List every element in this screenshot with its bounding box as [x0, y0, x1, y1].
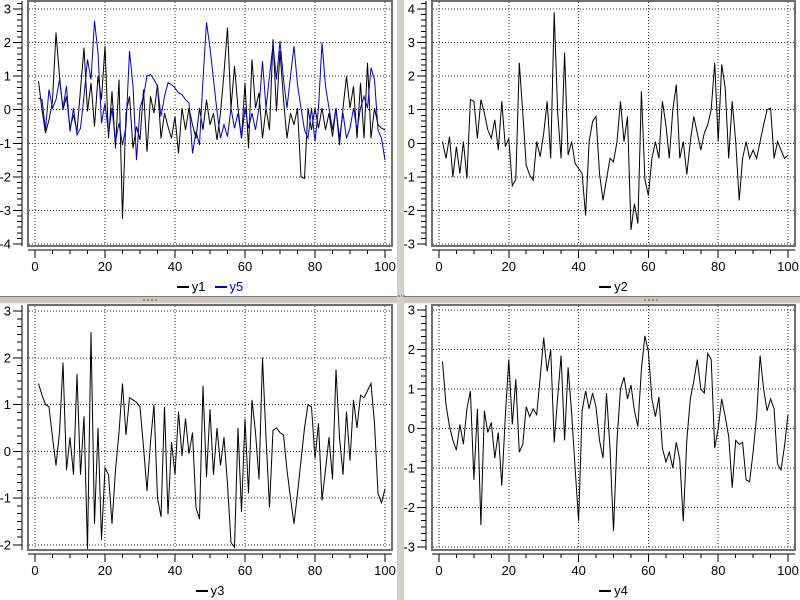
x-tick-label: 60 [238, 563, 252, 578]
y-tick-label: 0 [4, 444, 11, 459]
chart-svg: 3 2 1 0 -1 -2 -3 -4 0 20 40 60 80 100 [0, 0, 396, 274]
x-tick-label: 20 [98, 259, 112, 274]
y-tick-label: -1 [404, 169, 415, 184]
x-tick-label: 0 [435, 563, 442, 578]
legend-line-sample [599, 285, 612, 288]
y-tick-label: 3 [4, 304, 11, 319]
series-line-y1 [38, 27, 386, 219]
legend-entry-y4: y4 [599, 582, 628, 598]
legend: y2 [432, 279, 795, 294]
y-tick-label: -1 [404, 460, 415, 475]
y-tick-label: -2 [0, 537, 11, 552]
legend-line-sample [214, 285, 227, 288]
legend: y4 [432, 583, 795, 598]
chart-svg: 3 2 1 0 -1 -2 -3 0 20 40 60 80 100 [404, 304, 799, 578]
x-tick-label: 60 [641, 259, 655, 274]
y-tick-label: -3 [0, 203, 11, 218]
y-tick-label: -3 [404, 236, 415, 251]
legend-entry-y2: y2 [599, 278, 628, 294]
legend-label: y3 [210, 582, 225, 598]
y-tick-label: 0 [4, 102, 11, 117]
y-tick-label: -2 [404, 203, 415, 218]
x-tick-label: 20 [502, 563, 516, 578]
y-tick-label: -2 [0, 169, 11, 184]
x-tick-label: 80 [711, 563, 725, 578]
plot-panel-y3: 3 2 1 0 -1 -2 0 20 40 60 80 100 y3 [0, 304, 397, 600]
legend-label: y4 [614, 582, 628, 598]
x-tick-label: 40 [168, 563, 182, 578]
legend-entry-y3: y3 [195, 582, 225, 598]
y-tick-label: 2 [408, 69, 415, 84]
y-tick-label: 1 [4, 397, 11, 412]
y-tick-label: -1 [0, 491, 11, 506]
y-tick-label: 2 [4, 35, 11, 50]
splitter-grip-icon [644, 299, 658, 301]
y-tick-label: -4 [0, 236, 11, 251]
x-tick-label: 0 [435, 259, 442, 274]
legend-entry-y5: y5 [214, 278, 244, 294]
x-tick-label: 40 [571, 563, 585, 578]
legend: y3 [28, 583, 392, 598]
horizontal-splitter-handle-right[interactable] [404, 296, 800, 304]
legend-label: y1 [191, 278, 206, 294]
plot-panel-y2: 4 3 2 1 0 -1 -2 -3 0 20 40 60 80 100 y2 [404, 0, 800, 296]
y-tick-label: -1 [0, 136, 11, 151]
plot-panel-y4: 3 2 1 0 -1 -2 -3 0 20 40 60 80 100 y4 [404, 304, 800, 600]
x-tick-label: 20 [502, 259, 516, 274]
legend-entry-y1: y1 [176, 278, 206, 294]
y-tick-label: 2 [4, 350, 11, 365]
x-tick-label: 100 [777, 563, 799, 578]
plot-canvas[interactable] [431, 304, 796, 551]
splitter-grip-icon [398, 295, 405, 297]
x-tick-label: 80 [711, 259, 725, 274]
chart-svg: 3 2 1 0 -1 -2 0 20 40 60 80 100 [0, 304, 396, 578]
y-tick-label: 2 [408, 342, 415, 357]
y-tick-label: -2 [404, 500, 415, 515]
y-tick-label: 0 [408, 421, 415, 436]
x-tick-label: 80 [308, 563, 322, 578]
plot-canvas[interactable] [27, 304, 393, 551]
plot-panel-y1-y5: 3 2 1 0 -1 -2 -3 -4 0 20 40 60 80 100 y1 y5 [0, 0, 397, 296]
y-tick-label: 1 [4, 69, 11, 84]
legend-label: y5 [229, 278, 244, 294]
horizontal-splitter-handle-left[interactable] [0, 296, 397, 304]
x-tick-label: 40 [168, 259, 182, 274]
legend-line-sample [599, 589, 612, 592]
x-tick-label: 60 [238, 259, 252, 274]
y-tick-label: 1 [408, 102, 415, 117]
y-tick-label: 1 [408, 382, 415, 397]
y-tick-label: 3 [4, 2, 11, 17]
y-tick-label: 4 [408, 2, 415, 17]
legend-line-sample [176, 285, 189, 288]
x-tick-label: 20 [98, 563, 112, 578]
y-tick-label: -3 [404, 539, 415, 554]
series-line-y2 [442, 12, 789, 230]
chart-svg: 4 3 2 1 0 -1 -2 -3 0 20 40 60 80 100 [404, 0, 799, 274]
vertical-splitter-handle[interactable] [397, 0, 405, 600]
legend-label: y2 [614, 278, 628, 294]
splitter-grip-icon [143, 299, 157, 301]
series-line-y3 [38, 332, 386, 549]
x-tick-label: 100 [374, 563, 396, 578]
y-tick-label: 3 [408, 35, 415, 50]
x-tick-label: 40 [571, 259, 585, 274]
x-tick-label: 0 [31, 563, 38, 578]
y-tick-label: 0 [408, 136, 415, 151]
x-tick-label: 100 [777, 259, 799, 274]
x-tick-label: 100 [374, 259, 396, 274]
series-line-y5 [38, 20, 386, 161]
x-tick-label: 60 [641, 563, 655, 578]
y-tick-label: 3 [408, 304, 415, 318]
x-tick-label: 80 [308, 259, 322, 274]
legend: y1 y5 [28, 279, 392, 294]
x-tick-label: 0 [31, 259, 38, 274]
legend-line-sample [195, 589, 208, 592]
series-line-y4 [442, 335, 789, 532]
